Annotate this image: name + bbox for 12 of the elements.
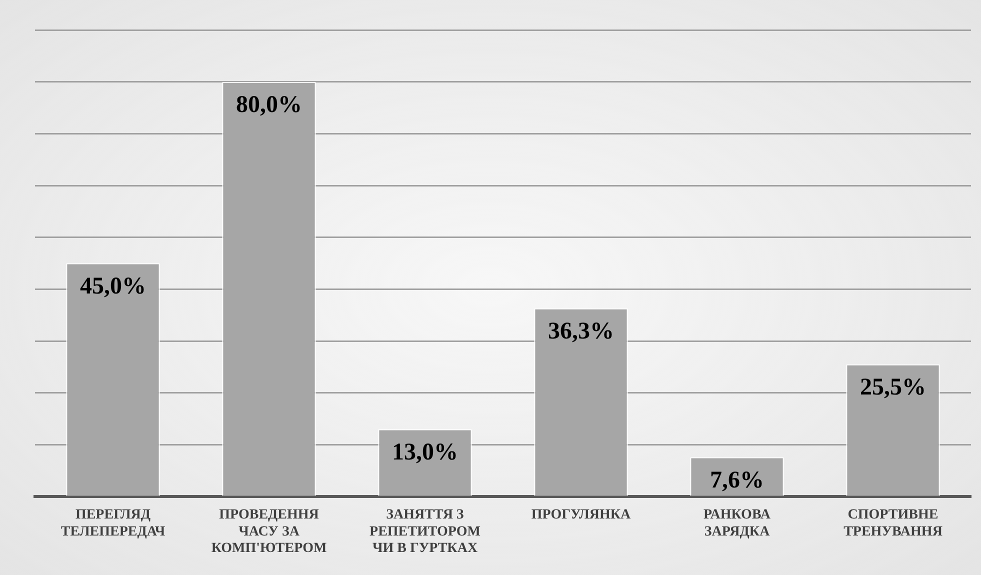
data-label: 7,6% xyxy=(710,467,764,494)
x-tick-label: РАНКОВА ЗАРЯДКА xyxy=(703,508,772,540)
x-tick-label: ПЕРЕГЛЯД ТЕЛЕПЕРЕДАЧ xyxy=(60,508,166,540)
x-tick-label: СПОРТИВНЕ ТРЕНУВАННЯ xyxy=(844,508,942,540)
data-label: 45,0% xyxy=(80,274,146,300)
x-tick-label: ПРОВЕДЕННЯ ЧАСУ ЗА КОМП'ЮТЕРОМ xyxy=(211,508,327,556)
x-tick-label: ПРОГУЛЯНКА xyxy=(531,508,632,523)
data-label: 25,5% xyxy=(860,374,926,401)
data-label: 36,3% xyxy=(548,318,614,345)
x-tick-label: ЗАНЯТТЯ З РЕПЕТИТОРОМ ЧИ В ГУРТКАХ xyxy=(370,508,480,556)
data-label: 13,0% xyxy=(392,439,458,466)
data-label: 80,0% xyxy=(236,92,302,118)
